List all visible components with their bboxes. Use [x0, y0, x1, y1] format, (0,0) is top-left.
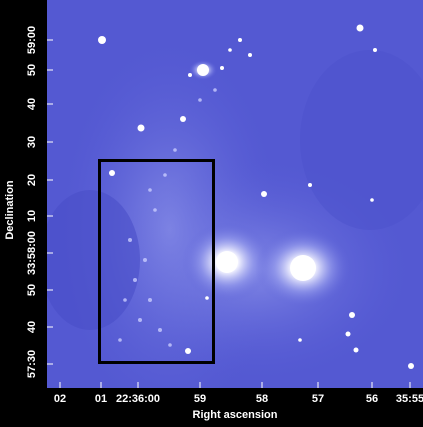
x-tick-label: 56: [366, 393, 378, 405]
y-tick-label: 40: [26, 98, 38, 110]
y-tick-label: 50: [26, 284, 38, 296]
x-tick-label: 01: [95, 393, 107, 405]
figure: 02 01 22:36:00 59 58 57 56 35:55 59:00 50 40 30 20 10…: [0, 0, 423, 427]
y-tick-label: 57:30: [26, 350, 38, 378]
y-tick-label: 20: [26, 174, 38, 186]
y-tick-label: 59:00: [26, 26, 38, 54]
sky-image: [40, 0, 423, 420]
y-tick-label: 30: [26, 136, 38, 148]
x-tick-label: 59: [194, 393, 206, 405]
y-tick-label: 10: [26, 210, 38, 222]
x-tick-label: 57: [312, 393, 324, 405]
y-axis-label: Declination: [4, 180, 16, 240]
y-tick-label: 33:58:00: [26, 231, 38, 275]
x-tick-label: 02: [54, 393, 66, 405]
x-tick-label: 22:36:00: [116, 393, 160, 405]
x-tick-label: 58: [256, 393, 268, 405]
y-tick-label: 50: [26, 64, 38, 76]
x-axis-label: Right ascension: [193, 409, 278, 421]
x-tick-label: 35:55: [396, 393, 423, 405]
y-tick-label: 40: [26, 321, 38, 333]
